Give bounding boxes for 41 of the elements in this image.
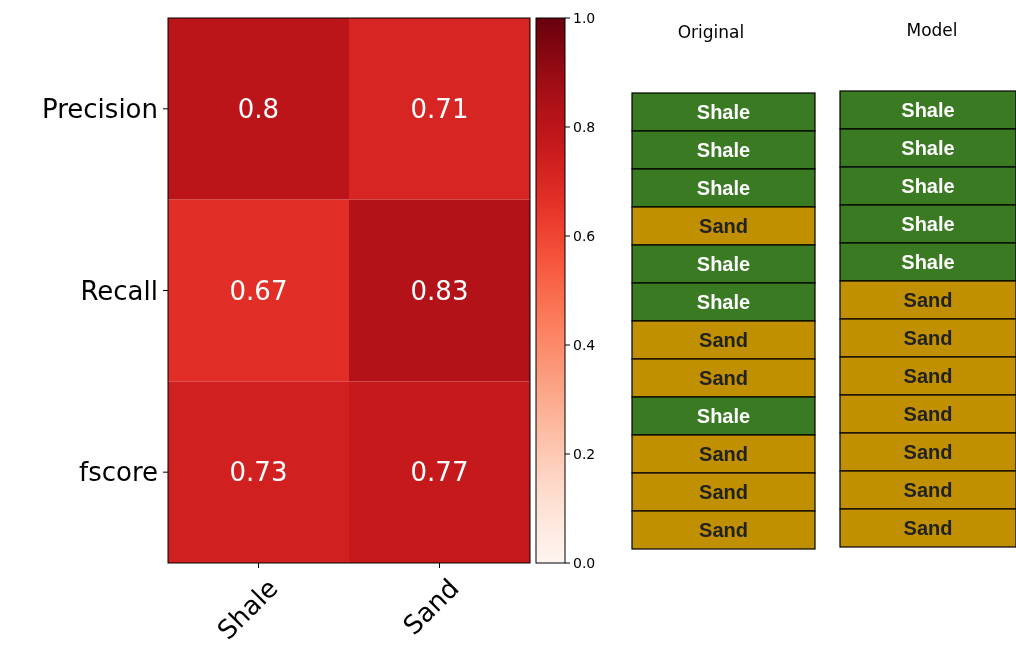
category-label: Shale: [696, 253, 751, 275]
color-bar-label: 0.2: [573, 445, 596, 462]
text: Original: [677, 22, 745, 42]
category-label: Shale: [901, 137, 955, 159]
category-label: Sand: [903, 289, 953, 311]
color-bar-label: 0.4: [573, 336, 596, 353]
category-label: Sand: [699, 367, 748, 389]
category-label: Sand: [699, 215, 748, 237]
category-label: Shale: [901, 213, 955, 235]
category-label: Shale: [696, 177, 751, 199]
category-label: Shale: [696, 139, 751, 161]
category-label: Shale: [901, 175, 955, 197]
category-label: Sand: [903, 327, 953, 349]
text: Model: [906, 20, 958, 40]
category-label: Sand: [699, 329, 748, 351]
category-label: Shale: [696, 291, 751, 313]
category-label: Sand: [699, 519, 748, 541]
category-label: Shale: [696, 405, 751, 427]
data-label: 0.67: [229, 275, 288, 306]
category-label: Sand: [903, 365, 953, 387]
category-label: Sand: [699, 443, 748, 465]
category-label: Shale: [696, 101, 751, 123]
color-bar-label: 0.8: [573, 118, 596, 135]
category-label: Sand: [903, 403, 953, 425]
y-tick-label: Precision: [41, 93, 158, 124]
category-label: Shale: [901, 251, 955, 273]
category-label: Shale: [901, 99, 955, 121]
category-label: Sand: [903, 517, 953, 539]
data-label: 0.73: [229, 457, 288, 488]
y-tick-label: fscore: [78, 457, 158, 488]
category-label: Sand: [903, 479, 953, 501]
data-label: 0.8: [237, 93, 280, 124]
data-label: 0.77: [410, 457, 469, 488]
data-label: 0.83: [410, 275, 469, 306]
category-label: Sand: [903, 441, 953, 463]
color-bar-label: 0.0: [573, 554, 596, 571]
y-tick-label: Recall: [80, 275, 158, 306]
color-bar-label: 1.0: [573, 9, 596, 26]
data-label: 0.71: [410, 93, 469, 124]
category-label: Sand: [699, 481, 748, 503]
color-bar-label: 0.6: [573, 227, 596, 244]
